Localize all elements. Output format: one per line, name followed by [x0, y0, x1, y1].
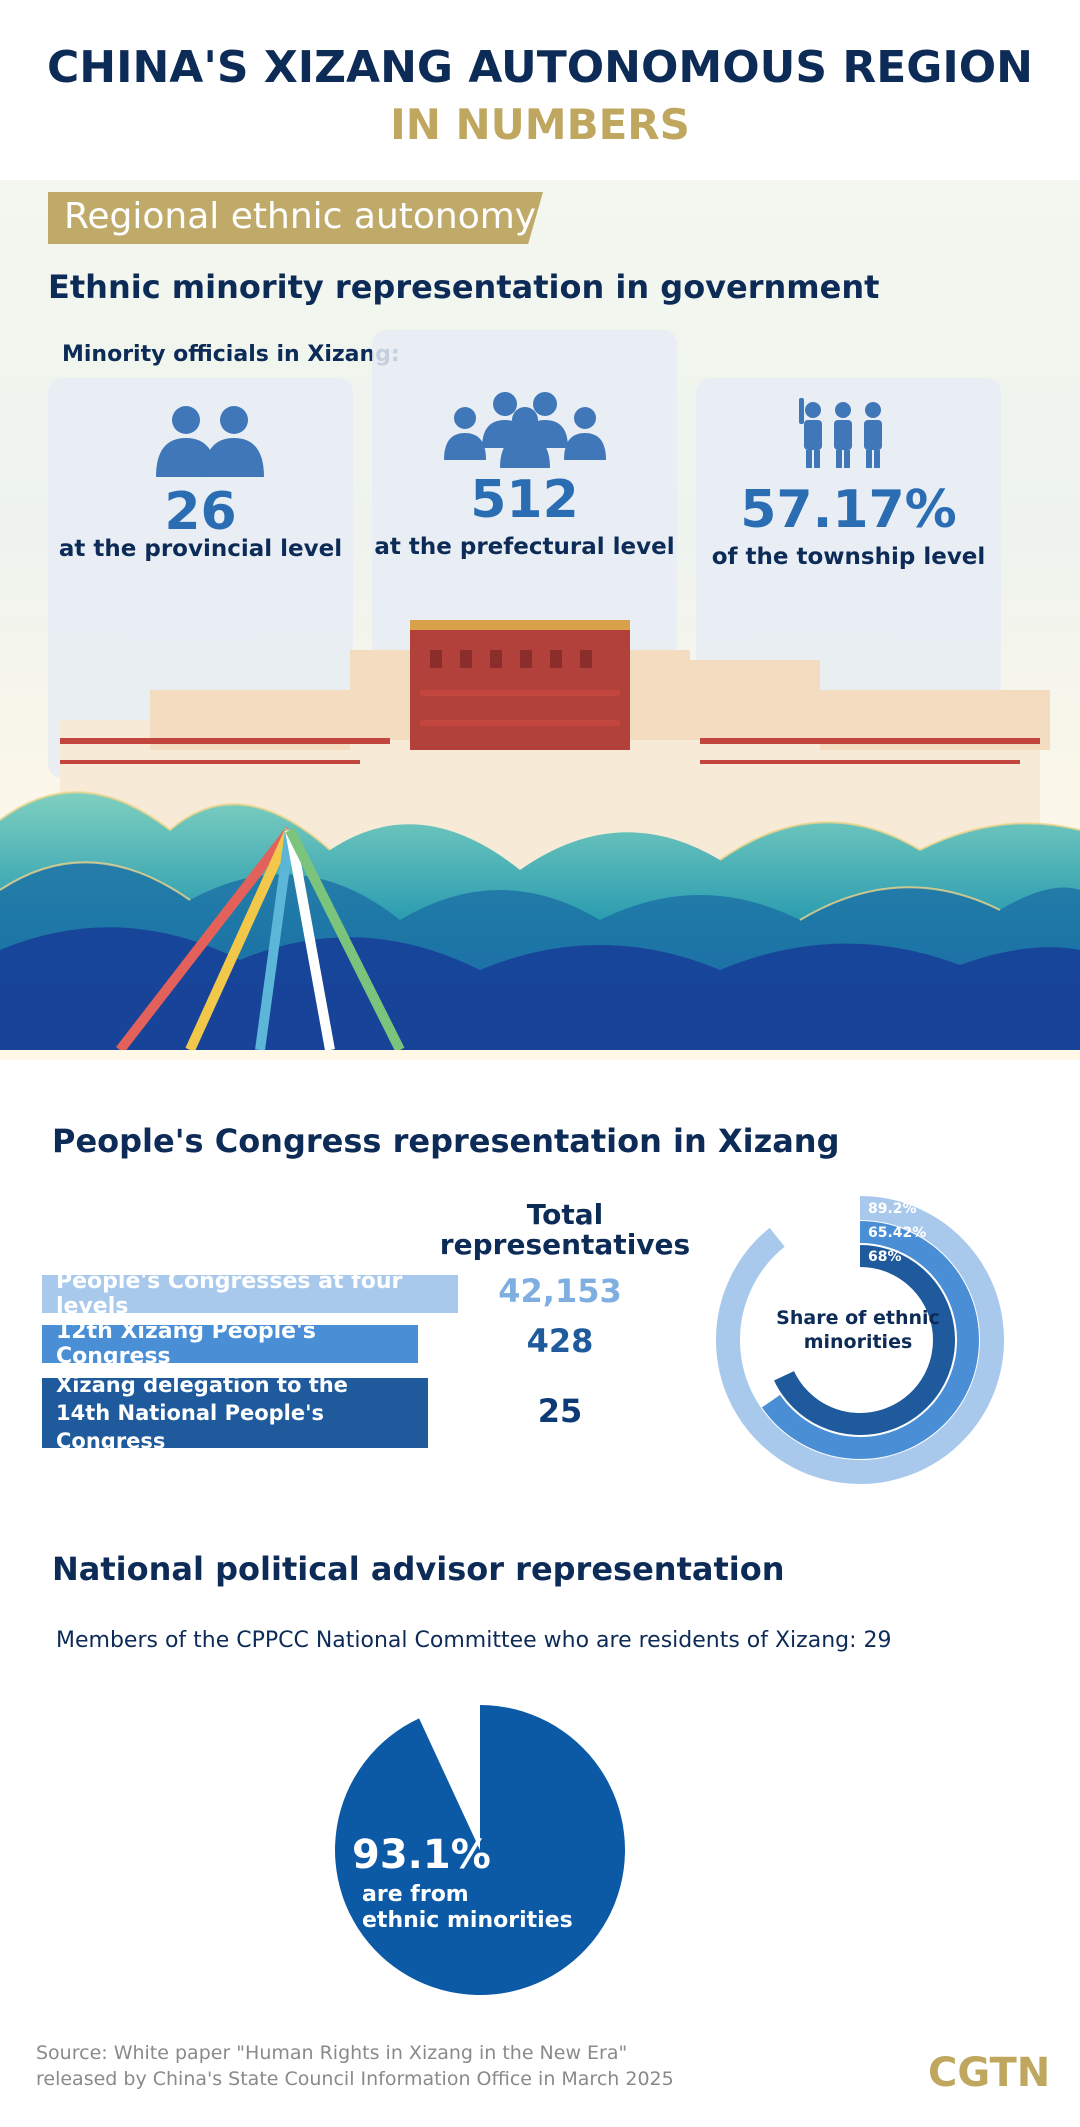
ethnic-share-ring-chart: 89.2% 65.42% 68% Share of ethnic minoritie… [716, 1196, 1004, 1484]
row-14th-npc-value: 25 [537, 1392, 583, 1430]
ring-arc-0 [716, 1196, 1004, 1484]
ring-arcs [716, 1196, 1004, 1484]
card-township-value: 57.17% [740, 480, 957, 540]
section1-heading: Ethnic minority representation in govern… [48, 268, 880, 306]
ring-label-2: 68% [868, 1249, 902, 1265]
card-township-label: of the township level [711, 544, 986, 570]
card-prefectural-value: 512 [470, 470, 579, 530]
section-banner-label: Regional ethnic autonomy [64, 196, 537, 237]
ring-label-0: 89.2% [868, 1201, 917, 1217]
page-subtitle: IN NUMBERS [390, 100, 690, 149]
ring-labels: 89.2% 65.42% 68% [868, 1201, 926, 1265]
page-title: CHINA'S XIZANG AUTONOMOUS REGION [46, 42, 1033, 93]
row-12th-congress-label: 12th Xizang People's Congress [42, 1319, 418, 1369]
row-12th-congress-value: 428 [526, 1322, 594, 1360]
ring-center-label-line1: Share of ethnic [776, 1307, 940, 1329]
raised-hands-people-icon [799, 398, 882, 468]
pie-value: 93.1% [352, 1832, 491, 1878]
source-line2: released by China's State Council Inform… [36, 2068, 674, 2090]
section2-heading: People's Congress representation in Xiza… [52, 1122, 840, 1160]
pie-label-line2: ethnic minorities [362, 1908, 573, 1933]
ring-label-1: 65.42% [868, 1225, 926, 1241]
card-provincial-label: at the provincial level [58, 536, 343, 562]
ring-center-label-line2: minorities [804, 1331, 913, 1353]
row-14th-npc-label: Xizang delegation to the 14th National P… [42, 1373, 428, 1453]
row-four-levels-value: 42,153 [498, 1272, 622, 1310]
source-line1: Source: White paper "Human Rights in Xiz… [36, 2042, 628, 2064]
card-provincial-value: 26 [164, 482, 237, 542]
pie-slice-minorities [334, 1705, 625, 1995]
cppcc-pie-chart [334, 1705, 625, 1995]
ring-arc-2 [774, 1245, 955, 1435]
section-banner [48, 192, 543, 244]
group-officials-icon [444, 392, 606, 468]
total-representatives-header: Total representatives [439, 1198, 691, 1261]
ring-arc-1 [761, 1221, 979, 1459]
cgtn-logo: CGTN [928, 2050, 1051, 2096]
card-prefectural-label: at the prefectural level [374, 534, 675, 560]
pie-label-line1: are from [362, 1882, 469, 1907]
section3-heading: National political advisor representatio… [52, 1550, 785, 1588]
two-officials-icon [156, 406, 264, 477]
cppcc-caption: Members of the CPPCC National Committee … [56, 1628, 892, 1653]
pie-slices [334, 1705, 625, 1995]
row-four-levels-label: People's Congresses at four levels [42, 1269, 458, 1319]
potala-palace-illustration [0, 620, 1080, 1050]
section1-subheading: Minority officials in Xizang: [62, 342, 400, 367]
row-14th-npc-label-text: Xizang delegation to the 14th National P… [56, 1373, 348, 1453]
